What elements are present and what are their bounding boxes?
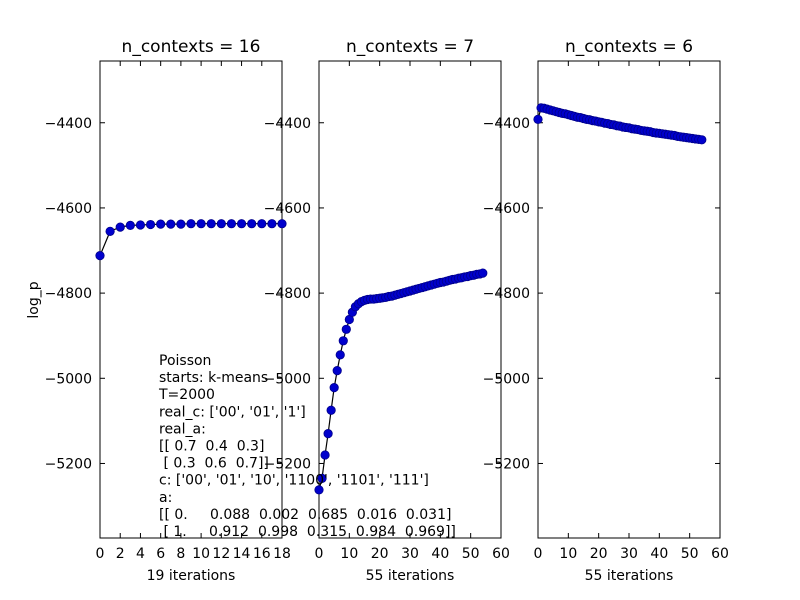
- y-tick-label: −4400: [45, 116, 92, 132]
- x-tick-label: 60: [492, 546, 510, 562]
- data-point: [320, 450, 330, 460]
- data-point: [335, 350, 345, 360]
- x-tick-label: 40: [431, 546, 449, 562]
- chart-title: n_contexts = 16: [122, 37, 261, 57]
- x-axis-label: 55 iterations: [366, 568, 455, 584]
- x-axis-label: 55 iterations: [585, 568, 674, 584]
- data-point: [533, 114, 543, 124]
- x-tick-label: 0: [315, 546, 324, 562]
- annotation-line: a:: [159, 490, 172, 506]
- annotation-line: [[ 0. 0.088 0.002 0.685 0.016 0.031]: [159, 507, 451, 523]
- data-point: [277, 219, 287, 229]
- data-point: [332, 366, 342, 376]
- y-tick-label: −5200: [45, 456, 92, 472]
- y-tick-label: −4400: [483, 116, 530, 132]
- y-tick-label: −5200: [264, 456, 311, 472]
- annotation-line: real_c: ['00', '01', '1']: [159, 404, 306, 420]
- annotation-line: [ 1. 0.912 0.998 0.315 0.984 0.969]]: [159, 524, 456, 540]
- data-point: [216, 219, 226, 229]
- chart-panel-3: n_contexts = 6 0 10 20 30 40 50 60 −4400 −4600 −48…: [483, 37, 729, 584]
- y-tick-label: −5200: [483, 456, 530, 472]
- data-point: [338, 336, 348, 346]
- y-axis-label: log_p: [26, 281, 42, 318]
- x-tick-label: 10: [192, 546, 210, 562]
- data-point: [323, 429, 333, 439]
- data-point: [226, 219, 237, 229]
- data-point: [135, 220, 146, 230]
- data-point: [145, 219, 156, 230]
- chart-panel-1: n_contexts = 16 0 2 4 6 8 10 12 14 16 18 −4400 −4600…: [45, 37, 291, 584]
- data-point: [196, 219, 206, 229]
- annotation-line: starts: k-means: [159, 370, 268, 386]
- x-tick-label: 4: [136, 546, 145, 562]
- x-tick-label: 30: [401, 546, 419, 562]
- data-point: [247, 219, 257, 229]
- data-point: [95, 251, 105, 261]
- annotation-line: real_a:: [159, 421, 206, 437]
- annotation-line: [[ 0.7 0.4 0.3]: [159, 439, 264, 455]
- annotation-line: c: ['00', '01', '10', '1100', '1101', '1…: [159, 473, 429, 489]
- chart-title: n_contexts = 6: [565, 37, 693, 57]
- data-point: [125, 220, 135, 230]
- y-tick-label: −4400: [264, 116, 311, 132]
- data-point: [478, 268, 488, 278]
- data-point: [176, 219, 186, 229]
- x-axis-label: 19 iterations: [147, 568, 236, 584]
- x-tick-label: 20: [371, 546, 389, 562]
- data-point: [186, 219, 196, 229]
- y-tick-label: −4800: [483, 286, 530, 302]
- y-tick-label: −4600: [264, 201, 311, 217]
- y-tick-label: −4800: [45, 286, 92, 302]
- data-point: [115, 222, 125, 232]
- data-point: [166, 219, 176, 229]
- x-tick-label: 10: [559, 546, 577, 562]
- data-point: [341, 324, 351, 334]
- x-tick-label: 6: [156, 546, 165, 562]
- data-point: [326, 405, 336, 415]
- x-tick-label: 10: [340, 546, 358, 562]
- data-point: [329, 383, 339, 393]
- y-tick-label: −5000: [45, 371, 92, 387]
- annotation-line: Poisson: [159, 353, 211, 369]
- x-tick-label: 2: [116, 546, 125, 562]
- y-tick-label: −5000: [483, 371, 530, 387]
- x-tick-label: 18: [273, 546, 291, 562]
- x-tick-label: 40: [650, 546, 668, 562]
- y-tick-label: −4600: [45, 201, 92, 217]
- annotation-line: [ 0.3 0.6 0.7]]: [159, 456, 269, 472]
- data-point: [317, 473, 327, 483]
- x-tick-label: 8: [176, 546, 185, 562]
- chart-panel-2: n_contexts = 7 0 10 20 30 40 50 60 −4400 −4600 −48…: [264, 37, 510, 584]
- x-tick-label: 20: [590, 546, 608, 562]
- data-point: [236, 219, 247, 229]
- data-point: [105, 226, 115, 236]
- x-tick-label: 0: [96, 546, 105, 562]
- x-tick-label: 16: [253, 546, 271, 562]
- x-tick-label: 0: [534, 546, 543, 562]
- data-point: [697, 135, 707, 145]
- x-tick-label: 60: [711, 546, 729, 562]
- data-point: [267, 219, 277, 229]
- data-point: [156, 219, 166, 229]
- axes-frame: [99, 60, 283, 539]
- y-tick-label: −4600: [483, 201, 530, 217]
- x-tick-label: 30: [620, 546, 638, 562]
- x-tick-label: 14: [233, 546, 251, 562]
- data-point: [314, 485, 324, 495]
- x-tick-label: 12: [212, 546, 230, 562]
- chart-title: n_contexts = 7: [346, 37, 474, 57]
- x-tick-label: 50: [462, 546, 480, 562]
- y-tick-label: −4800: [264, 286, 311, 302]
- data-point: [206, 219, 216, 229]
- y-tick-label: −5000: [264, 371, 311, 387]
- data-point: [257, 219, 267, 229]
- annotation-line: T=2000: [158, 387, 215, 403]
- x-tick-label: 50: [681, 546, 699, 562]
